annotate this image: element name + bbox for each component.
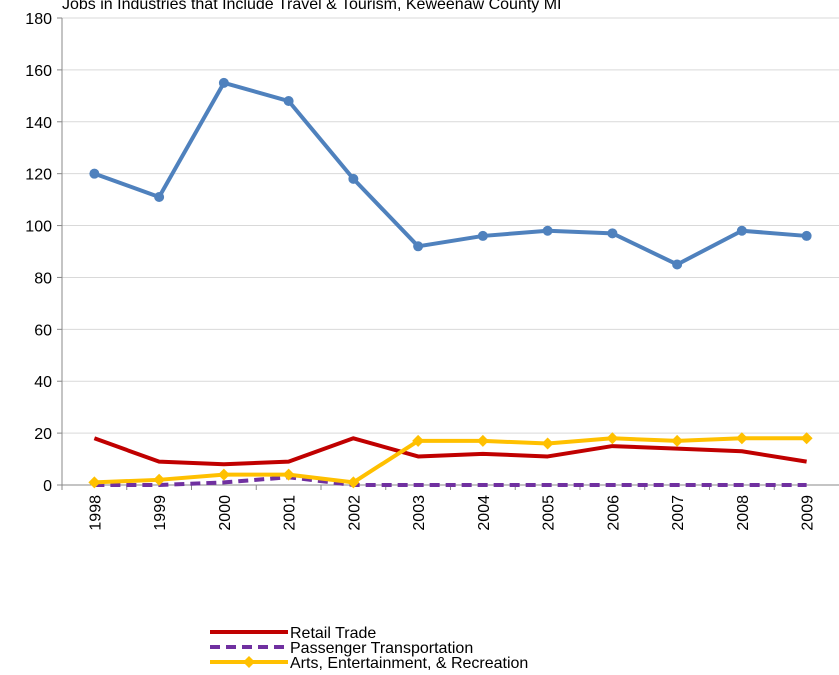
x-tick-label: 1998	[87, 495, 104, 531]
chart-title: Jobs in Industries that Include Travel &…	[62, 0, 562, 13]
y-tick-label: 100	[25, 219, 52, 236]
x-tick-label: 2005	[541, 495, 558, 531]
y-tick-label: 20	[34, 426, 52, 443]
x-tick-label: 2008	[735, 495, 752, 531]
x-tick-label: 2002	[346, 495, 363, 531]
y-tick-label: 80	[34, 270, 52, 287]
x-tick-label: 2003	[411, 495, 428, 531]
point	[801, 230, 812, 241]
x-tick-label: 2007	[670, 495, 687, 531]
point	[542, 225, 553, 236]
point	[541, 437, 554, 450]
x-tick-label: 2009	[800, 495, 817, 531]
y-tick-label: 40	[34, 374, 52, 391]
point	[477, 230, 488, 241]
point	[476, 434, 489, 447]
x-tick-label: 1999	[152, 495, 169, 531]
point	[218, 77, 229, 88]
y-tick-label: 180	[25, 11, 52, 28]
point	[413, 241, 424, 252]
legend-label: Passenger Transportation	[290, 640, 473, 657]
y-tick-label: 120	[25, 167, 52, 184]
x-tick-label: 2001	[282, 495, 299, 531]
point	[412, 434, 425, 447]
point	[800, 432, 813, 445]
series-line	[94, 475, 807, 487]
series-line	[94, 436, 807, 485]
point	[671, 434, 684, 447]
y-tick-label: 60	[34, 322, 52, 339]
point	[154, 192, 165, 203]
point	[607, 228, 618, 239]
series-line	[93, 436, 807, 467]
series-line	[93, 80, 807, 267]
point	[217, 468, 230, 481]
legend-label: Arts, Entertainment, & Recreation	[290, 655, 528, 670]
point	[283, 96, 294, 107]
x-tick-label: 2000	[217, 495, 234, 531]
point	[735, 432, 748, 445]
point	[606, 432, 619, 445]
y-tick-label: 140	[25, 115, 52, 132]
point	[672, 259, 683, 270]
point	[347, 476, 360, 489]
x-tick-label: 2006	[605, 495, 622, 531]
y-tick-label: 0	[43, 478, 52, 495]
point	[736, 225, 747, 236]
legend-label: Retail Trade	[290, 625, 376, 642]
legend-marker	[243, 656, 255, 668]
point	[88, 476, 101, 489]
point	[153, 473, 166, 486]
y-tick-label: 160	[25, 63, 52, 80]
point	[348, 173, 359, 184]
x-tick-label: 2004	[476, 495, 493, 531]
point	[282, 468, 295, 481]
point	[89, 168, 100, 179]
